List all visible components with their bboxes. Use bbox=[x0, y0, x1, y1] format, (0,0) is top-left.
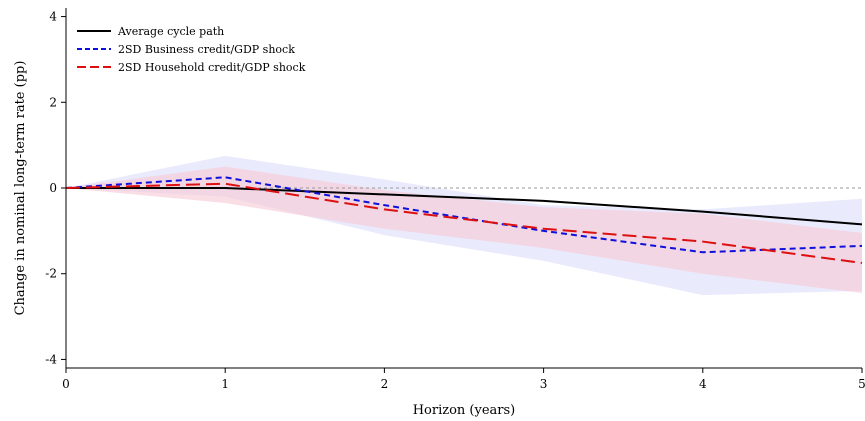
y-axis-title: Change in nominal long-term rate (pp) bbox=[13, 61, 28, 316]
tick-labels: 0 1 2 3 4 5 -4 -2 0 2 4 bbox=[45, 10, 865, 391]
x-tick-label: 5 bbox=[858, 377, 865, 391]
series-line-average-cycle-path bbox=[66, 187, 863, 226]
series-line-2sd-household-credit-gdp-shock bbox=[65, 182, 863, 264]
y-tick-label: -2 bbox=[45, 267, 57, 281]
legend-label: 2SD Business credit/GDP shock bbox=[118, 43, 295, 56]
y-tick-label: -4 bbox=[45, 352, 57, 366]
band-2sd-household-credit-gdp-shock bbox=[66, 166, 862, 293]
x-tick-label: 0 bbox=[62, 377, 70, 391]
legend-label: 2SD Household credit/GDP shock bbox=[118, 61, 306, 74]
series-line-2sd-business-credit-gdp-shock bbox=[65, 176, 863, 254]
x-tick-label: 4 bbox=[699, 377, 707, 391]
legend-label: Average cycle path bbox=[117, 25, 224, 38]
y-tick-label: 0 bbox=[49, 181, 57, 195]
y-tick-label: 2 bbox=[49, 95, 57, 109]
legend: Average cycle path 2SD Business credit/GD… bbox=[77, 25, 306, 74]
y-tick-label: 4 bbox=[49, 10, 57, 24]
x-tick-label: 2 bbox=[381, 377, 389, 391]
confidence-bands bbox=[66, 155, 862, 296]
x-tick-label: 3 bbox=[540, 377, 548, 391]
x-tick-label: 1 bbox=[221, 377, 229, 391]
x-axis-title: Horizon (years) bbox=[413, 403, 516, 418]
series-lines bbox=[65, 176, 863, 264]
